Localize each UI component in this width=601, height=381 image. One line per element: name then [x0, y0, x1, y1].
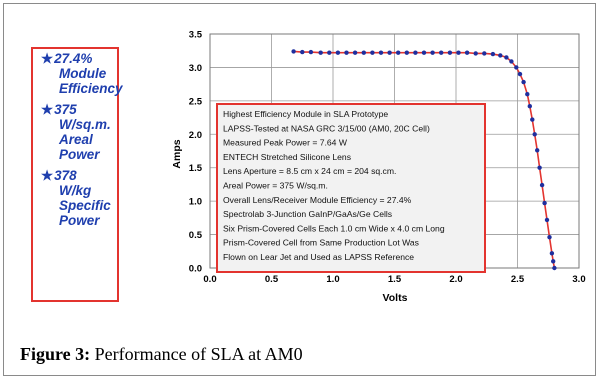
x-axis-label: Volts [383, 292, 408, 304]
stat-line: Power [59, 213, 100, 228]
data-point [396, 50, 401, 55]
y-tick-label: 0.5 [189, 230, 203, 241]
figure-caption: Figure 3: Performance of SLA at AM0 [20, 344, 303, 365]
caption-text: Performance of SLA at AM0 [90, 344, 303, 364]
note-line: Prism-Covered Cell from Same Production … [223, 238, 419, 248]
data-point [521, 79, 526, 85]
data-point [544, 217, 550, 223]
data-point [542, 200, 547, 206]
stat-specific-power: ★378 W/kg Specific Power [41, 168, 117, 228]
data-point [537, 165, 542, 170]
data-point [514, 65, 519, 70]
stat-line: 375 [54, 102, 77, 117]
data-point [378, 50, 384, 55]
data-point [361, 50, 366, 55]
data-point [370, 50, 375, 55]
note-line: Six Prism-Covered Cells Each 1.0 cm Wide… [223, 223, 445, 233]
data-point [535, 148, 540, 153]
stat-line: W/sq.m. [59, 117, 111, 132]
data-point [404, 50, 409, 55]
y-tick-label: 1.0 [189, 197, 202, 208]
x-tick-label: 3.0 [572, 274, 585, 285]
note-line: LAPSS-Tested at NASA GRC 3/15/00 (AM0, 2… [223, 123, 430, 133]
data-point [498, 53, 503, 58]
y-tick-label: 2.0 [189, 130, 202, 141]
data-point [482, 51, 487, 56]
star-icon: ★ [41, 168, 54, 183]
data-point [473, 51, 478, 56]
data-point [547, 235, 552, 240]
caption-label: Figure 3: [20, 344, 91, 364]
data-point [344, 50, 349, 55]
y-tick-label: 2.5 [189, 96, 203, 107]
data-point [551, 259, 556, 264]
data-point [291, 49, 296, 54]
note-line: Lens Aperture = 8.5 cm x 24 cm = 204 sq.… [223, 166, 396, 176]
y-tick-label: 1.5 [189, 163, 203, 174]
note-line: Highest Efficiency Module in SLA Prototy… [223, 109, 388, 119]
data-point [439, 50, 444, 55]
note-line: Flown on Lear Jet and Used as LAPSS Refe… [223, 252, 414, 262]
note-line: Spectrolab 3-Junction GaInP/GaAs/Ge Cell… [223, 209, 392, 219]
stat-line: Power [59, 147, 100, 162]
note-line: Measured Peak Power = 7.64 W [223, 138, 348, 148]
data-point [335, 50, 341, 55]
y-tick-label: 0.0 [189, 264, 202, 275]
data-point [527, 104, 532, 109]
x-tick-label: 0.0 [203, 274, 216, 285]
x-tick-label: 1.0 [326, 274, 339, 285]
data-point [387, 50, 392, 55]
data-point [509, 59, 514, 64]
highlights-callout: ★27.4% Module Efficiency ★375 W/sq.m. Ar… [31, 47, 123, 302]
stat-line: Areal [59, 132, 93, 147]
stat-areal-power: ★375 W/sq.m. Areal Power [41, 102, 117, 162]
y-tick-labels: 0.0 0.5 1.0 1.5 2.0 2.5 3.0 3.5 [189, 30, 203, 275]
data-point [308, 49, 314, 55]
x-tick-label: 2.5 [511, 274, 525, 285]
x-tick-label: 1.5 [388, 274, 402, 285]
data-point [530, 117, 535, 122]
x-tick-labels: 0.0 0.5 1.0 1.5 2.0 2.5 3.0 [203, 274, 585, 285]
data-point [549, 251, 555, 256]
note-line: Overall Lens/Receiver Module Efficiency … [223, 195, 412, 205]
series-layer [291, 49, 557, 271]
data-point [352, 50, 358, 55]
data-point [552, 265, 557, 271]
stat-line: Specific [59, 198, 111, 213]
stat-line: 27.4% [54, 51, 93, 66]
data-point [490, 51, 496, 57]
x-tick-label: 0.5 [265, 274, 279, 285]
x-tick-label: 2.0 [449, 274, 462, 285]
stat-line: Module [59, 66, 107, 81]
data-point [421, 50, 427, 55]
stat-line: W/kg [59, 183, 92, 198]
note-line: Areal Power = 375 W/sq.m. [223, 181, 328, 191]
figure-frame: ★27.4% Module Efficiency ★375 W/sq.m. Ar… [3, 3, 596, 376]
stat-efficiency: ★27.4% Module Efficiency [41, 51, 123, 96]
stat-line: 378 [54, 168, 77, 183]
data-point [300, 49, 305, 55]
stat-line: Efficiency [59, 81, 123, 96]
star-icon: ★ [41, 51, 54, 66]
data-point [430, 50, 435, 55]
data-point [327, 50, 332, 55]
data-point [539, 182, 545, 188]
data-point [464, 50, 470, 55]
iv-curve-chart: 0.0 0.5 1.0 1.5 2.0 2.5 3.0 3.5 0.0 0.5 1.0 1.5 2.0… [171, 30, 586, 305]
y-tick-label: 3.5 [189, 30, 203, 41]
data-point [447, 50, 453, 55]
note-box: Highest Efficiency Module in SLA Prototy… [216, 103, 486, 273]
data-point [318, 50, 323, 55]
y-axis-label: Amps [171, 139, 183, 168]
data-point [517, 71, 523, 77]
data-point [532, 132, 537, 137]
note-line: ENTECH Stretched Silicone Lens [223, 152, 351, 162]
data-point [413, 50, 418, 55]
y-tick-label: 3.0 [189, 63, 202, 74]
data-point [504, 55, 509, 60]
star-icon: ★ [41, 102, 54, 117]
note-box-background [216, 103, 486, 273]
data-point [456, 50, 461, 55]
data-point [525, 92, 530, 97]
